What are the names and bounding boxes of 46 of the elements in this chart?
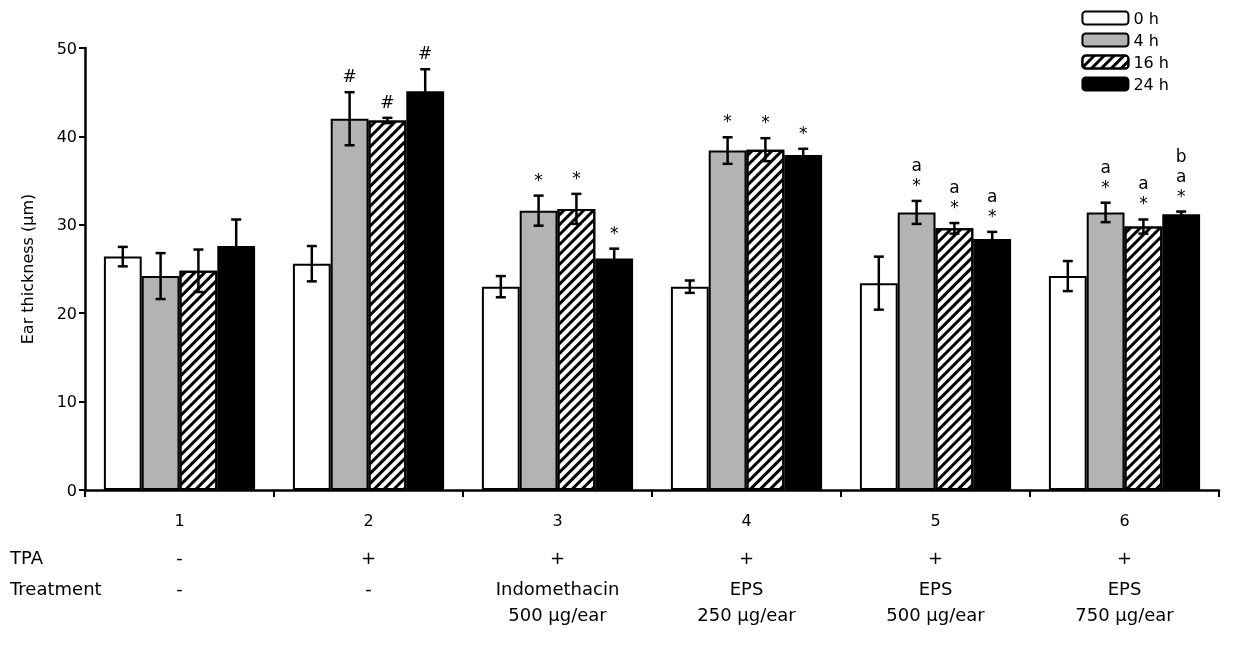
legend-label: 16 h xyxy=(1133,52,1170,72)
legend-label: 0 h xyxy=(1133,8,1159,28)
data-label: * xyxy=(761,112,770,133)
legend-label: 24 h xyxy=(1133,74,1170,94)
x-tick-label: 3 xyxy=(552,510,563,530)
y-tick-label: 0 xyxy=(66,480,77,500)
x-tick-label: 2 xyxy=(363,510,374,530)
data-label: * xyxy=(609,222,619,243)
y-tick-label: 30 xyxy=(56,215,77,235)
text: Indomethacin 500 µg/ear xyxy=(495,577,620,625)
y-tick-label: 50 xyxy=(56,38,77,58)
text: + xyxy=(549,546,566,568)
data-label: a * xyxy=(1100,156,1111,197)
data-label: b a * xyxy=(1175,145,1187,206)
text: Treatment xyxy=(9,577,102,599)
data-label: a * xyxy=(1138,173,1149,214)
y-tick-label: 10 xyxy=(56,392,77,412)
data-label: # xyxy=(418,43,433,64)
text: EPS 750 µg/ear xyxy=(1075,577,1175,625)
text: - xyxy=(176,546,183,568)
data-label: # xyxy=(342,66,357,87)
text: - xyxy=(365,577,372,599)
data-label: a * xyxy=(949,177,960,218)
x-tick-label: 4 xyxy=(741,510,752,530)
data-label: * xyxy=(572,167,581,188)
data-label: * xyxy=(723,111,732,132)
text: EPS 250 µg/ear xyxy=(697,577,797,625)
x-tick-label: 5 xyxy=(930,510,941,530)
data-label: * xyxy=(534,169,543,190)
text: + xyxy=(360,546,377,568)
y-axis-title: Ear thickness (µm) xyxy=(17,193,37,345)
x-tick-label: 1 xyxy=(174,510,185,530)
text: TPA xyxy=(9,546,44,568)
x-tick-label: 6 xyxy=(1119,510,1130,530)
data-label: * xyxy=(798,122,808,143)
text: + xyxy=(927,546,944,568)
y-tick-label: 20 xyxy=(56,303,77,323)
data-label: a * xyxy=(986,185,998,226)
data-label: a * xyxy=(911,154,922,195)
data-label: # xyxy=(380,91,395,112)
text: + xyxy=(1116,546,1133,568)
text: EPS 500 µg/ear xyxy=(886,577,986,625)
text: - xyxy=(176,577,183,599)
legend-label: 4 h xyxy=(1133,30,1159,50)
y-tick-label: 40 xyxy=(56,126,77,146)
text: + xyxy=(738,546,755,568)
